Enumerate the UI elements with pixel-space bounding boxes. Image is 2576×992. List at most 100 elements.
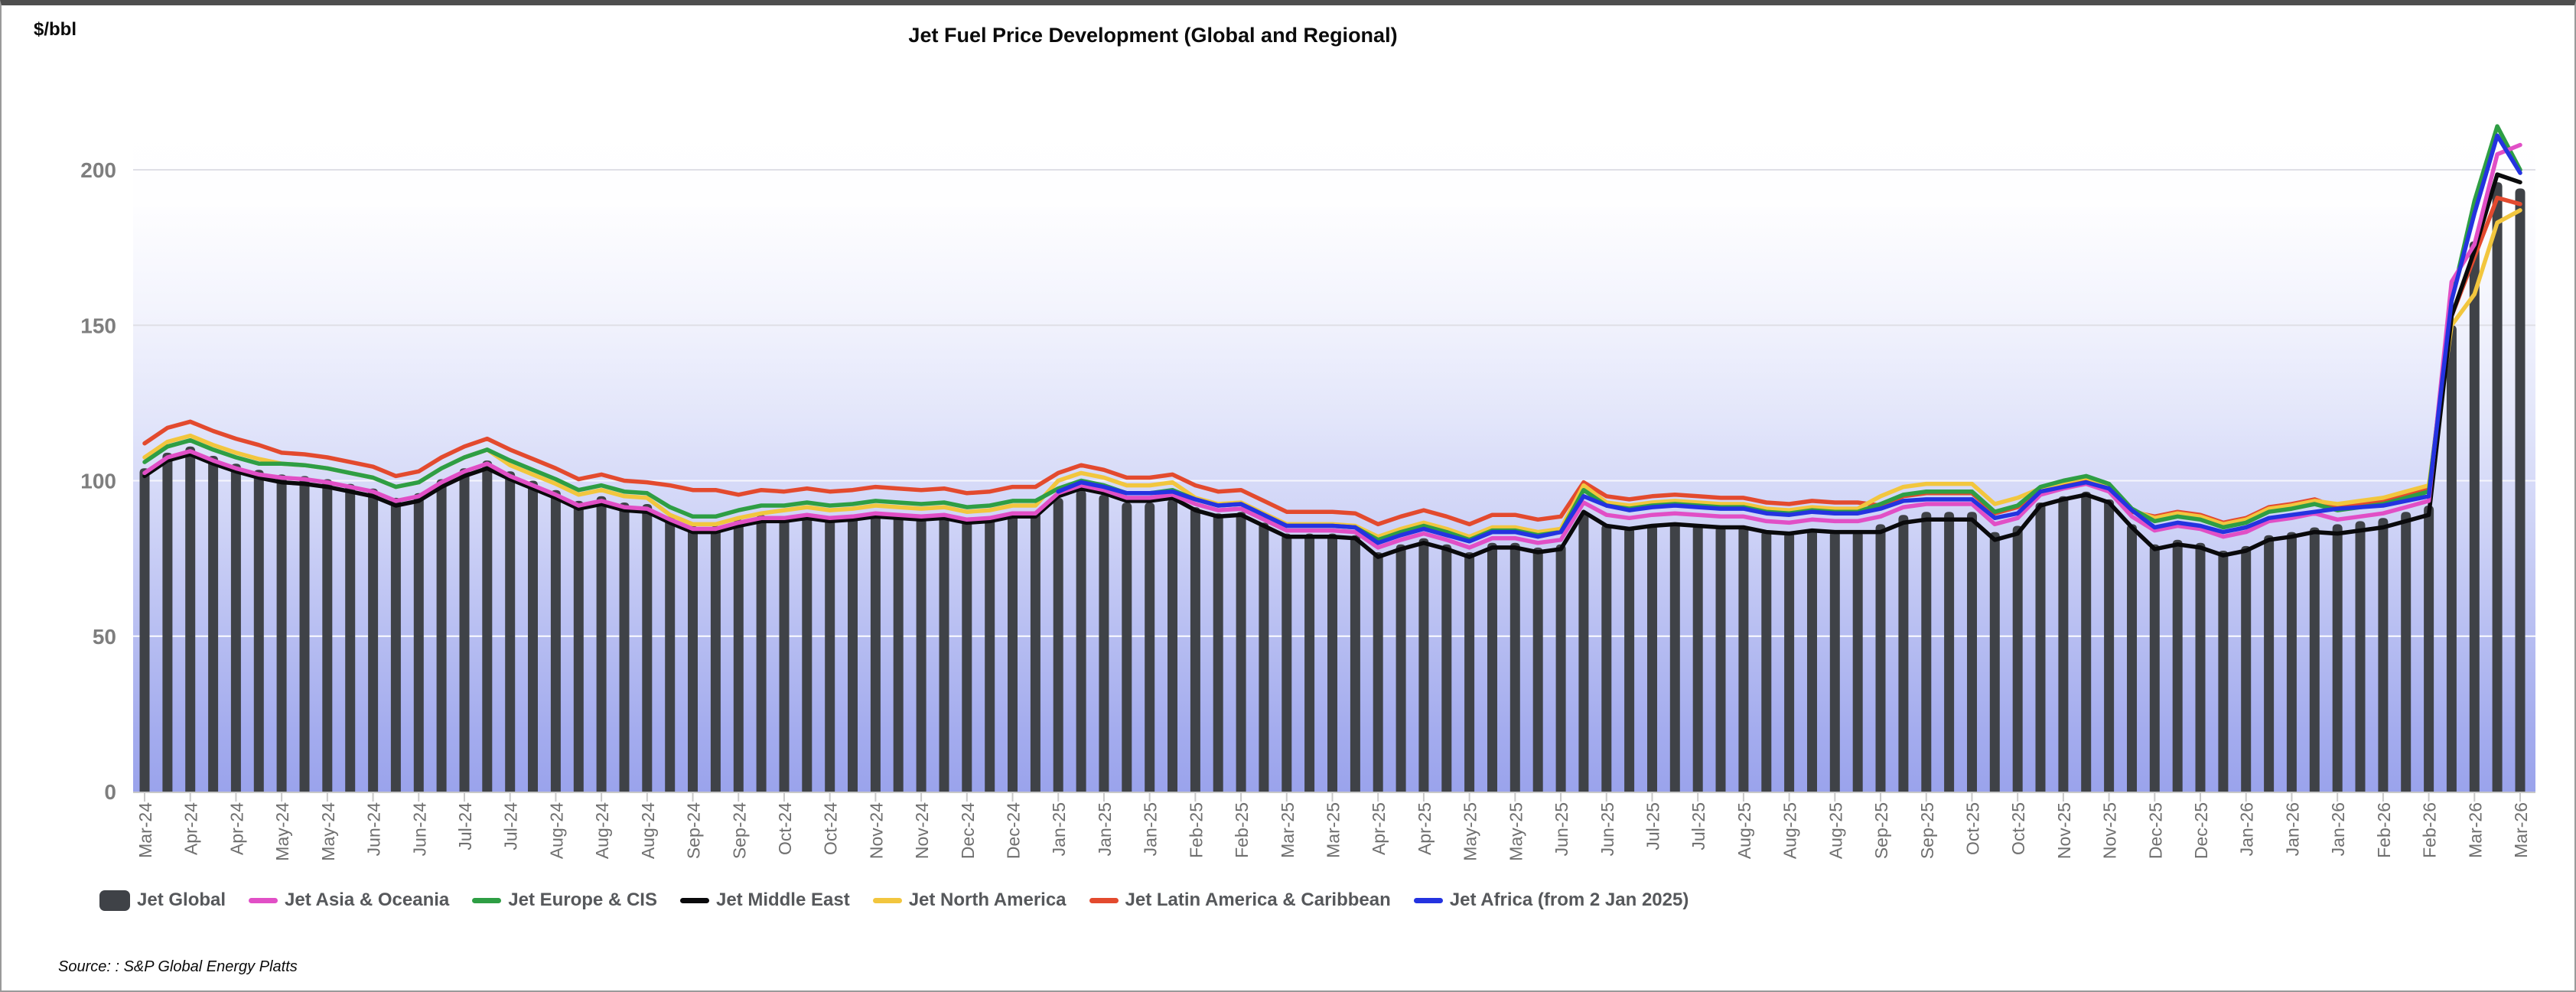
bar [2241, 545, 2252, 792]
bar [2401, 512, 2412, 792]
y-axis-label: 200 [80, 158, 116, 182]
x-axis-label: Jan-26 [2282, 802, 2302, 856]
bar [550, 489, 561, 792]
bar [619, 503, 630, 792]
bar [1509, 542, 1520, 792]
x-axis-ticks [144, 793, 2521, 802]
bar [390, 497, 401, 792]
bar-series-jet-global [139, 182, 2526, 792]
bar [528, 480, 538, 792]
bar [2469, 241, 2480, 792]
legend-item-jet-middle-east[interactable]: Jet Middle East [679, 890, 850, 911]
bar [596, 496, 607, 792]
bar [230, 463, 241, 792]
x-axis-label: Feb-26 [2420, 802, 2440, 858]
x-axis-label: Sep-25 [1871, 802, 1891, 859]
bar [756, 515, 767, 792]
bar [2172, 539, 2183, 792]
y-axis-label: 0 [104, 780, 116, 804]
bar [573, 500, 584, 792]
bar [1829, 530, 1840, 792]
x-axis-label: Feb-25 [1232, 802, 1252, 858]
x-axis-label: Sep-24 [729, 802, 749, 859]
bar [1213, 513, 1223, 792]
bar [2127, 524, 2137, 792]
bar [2218, 551, 2229, 792]
x-axis-label: Jun-25 [1552, 802, 1571, 856]
x-axis-label: Aug-25 [1734, 802, 1754, 859]
bar [1624, 527, 1635, 792]
bar [253, 470, 264, 792]
bar [1898, 515, 1909, 792]
x-axis-label: Jul-25 [1689, 802, 1708, 851]
bar [1304, 533, 1315, 792]
bar [322, 479, 333, 792]
x-axis-label: Jul-24 [455, 802, 475, 851]
bar [413, 493, 424, 792]
bar [139, 468, 150, 792]
bar [870, 512, 881, 792]
x-axis-label: May-24 [272, 802, 292, 861]
bar [2424, 506, 2434, 792]
bar [1076, 489, 1086, 792]
legend-line-swatch [1089, 897, 1119, 903]
bar [1168, 499, 1177, 792]
x-axis-label: Mar-24 [135, 802, 155, 858]
bar [436, 479, 447, 792]
legend-item-jet-europe-cis[interactable]: Jet Europe & CIS [472, 890, 657, 911]
bar [1601, 524, 1612, 792]
bar [2058, 496, 2069, 792]
bar [962, 518, 972, 792]
x-axis-label: Aug-25 [1825, 802, 1845, 859]
bar [1030, 512, 1040, 792]
x-axis-label: Oct-25 [2008, 802, 2028, 855]
legend-item-label: Jet Latin America & Caribbean [1125, 890, 1391, 910]
bar [1373, 552, 1383, 792]
x-axis-label: Nov-25 [2054, 802, 2074, 859]
bar [688, 525, 698, 792]
bar [2492, 182, 2503, 792]
bar [1464, 552, 1475, 792]
x-axis-label: May-24 [318, 802, 338, 861]
bar [1669, 522, 1680, 792]
x-axis-label: Jul-24 [501, 802, 521, 851]
bar [2195, 542, 2206, 792]
legend-item-jet-asia-oceania[interactable]: Jet Asia & Oceania [249, 890, 449, 911]
legend-item-jet-global[interactable]: Jet Global [99, 890, 226, 911]
x-axis-label: Jan-26 [2237, 802, 2257, 856]
bar [665, 516, 676, 792]
x-axis-label: Apr-25 [1369, 802, 1389, 855]
bar [1395, 544, 1406, 792]
x-axis-label: Jun-24 [364, 802, 384, 857]
bar [802, 513, 813, 792]
x-axis-label: Jun-24 [409, 802, 429, 857]
bar [2355, 521, 2366, 792]
x-axis-label: Mar-26 [2465, 802, 2485, 858]
line-series-jet-africa-from-2-jan-2025 [1056, 133, 2522, 545]
legend-item-jet-north-america[interactable]: Jet North America [872, 890, 1067, 911]
bar [916, 515, 927, 792]
x-axis-label: Oct-25 [1962, 802, 1982, 855]
line-series-jet-asia-oceania [142, 142, 2522, 550]
x-axis-label: Jun-25 [1597, 802, 1617, 856]
bar [1008, 512, 1018, 792]
bar [1807, 529, 1817, 792]
bar [1418, 538, 1429, 792]
x-axis-label: Aug-24 [592, 802, 612, 859]
bar [482, 460, 493, 792]
bar [1784, 532, 1795, 792]
x-axis-label: Apr-24 [181, 802, 201, 855]
legend-item-jet-latin-america-caribbean[interactable]: Jet Latin America & Caribbean [1089, 890, 1391, 911]
bar [2286, 532, 2297, 792]
x-axis-label: Aug-24 [546, 802, 566, 859]
y-axis-label: 50 [93, 625, 116, 649]
x-axis-label: Jan-25 [1095, 802, 1115, 856]
chart-title: Jet Fuel Price Development (Global and R… [908, 24, 1398, 47]
bar [1532, 547, 1543, 792]
x-axis-label: Sep-25 [1917, 802, 1937, 859]
bar [2378, 518, 2389, 792]
x-axis-label: Feb-26 [2374, 802, 2394, 858]
legend-item-jet-africa-from-2-jan-2025[interactable]: Jet Africa (from 2 Jan 2025) [1413, 890, 1689, 911]
x-axis-label: Jul-25 [1643, 802, 1663, 851]
bar [1145, 503, 1155, 792]
